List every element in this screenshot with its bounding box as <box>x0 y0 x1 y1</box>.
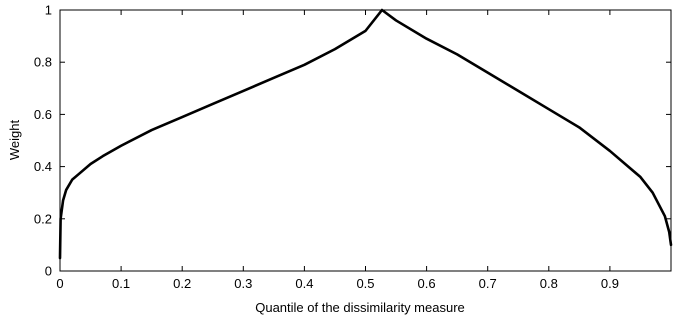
x-tick-label: 0.1 <box>112 276 130 291</box>
x-tick-label: 0.2 <box>173 276 191 291</box>
x-tick-label: 0.9 <box>601 276 619 291</box>
plot-area <box>58 8 673 272</box>
x-tick-label: 0.5 <box>356 276 374 291</box>
y-tick-label: 0.8 <box>34 55 52 70</box>
x-tick-label: 0.3 <box>234 276 252 291</box>
y-axis-label: Weight <box>7 120 22 161</box>
y-tick-label: 0 <box>45 264 52 279</box>
y-tick-label: 0.6 <box>34 107 52 122</box>
series-line <box>58 8 673 260</box>
x-tick-label: 0.8 <box>540 276 558 291</box>
x-tick-label: 0.4 <box>295 276 313 291</box>
axes-frame <box>59 9 672 272</box>
y-tick-label: 0.2 <box>34 211 52 226</box>
x-tick-label: 0.7 <box>479 276 497 291</box>
y-axis-ticks: 0 0.2 0.4 0.6 0.8 1 <box>34 3 671 279</box>
y-tick-label: 0.4 <box>34 159 52 174</box>
x-axis-ticks: 0 0.1 0.2 0.3 0.4 0.5 0.6 0.7 0.8 0.9 <box>56 10 619 291</box>
x-tick-label: 0 <box>56 276 63 291</box>
x-tick-label: 0.6 <box>418 276 436 291</box>
y-tick-label: 1 <box>45 3 52 18</box>
x-axis-label: Quantile of the dissimilarity measure <box>255 300 465 315</box>
